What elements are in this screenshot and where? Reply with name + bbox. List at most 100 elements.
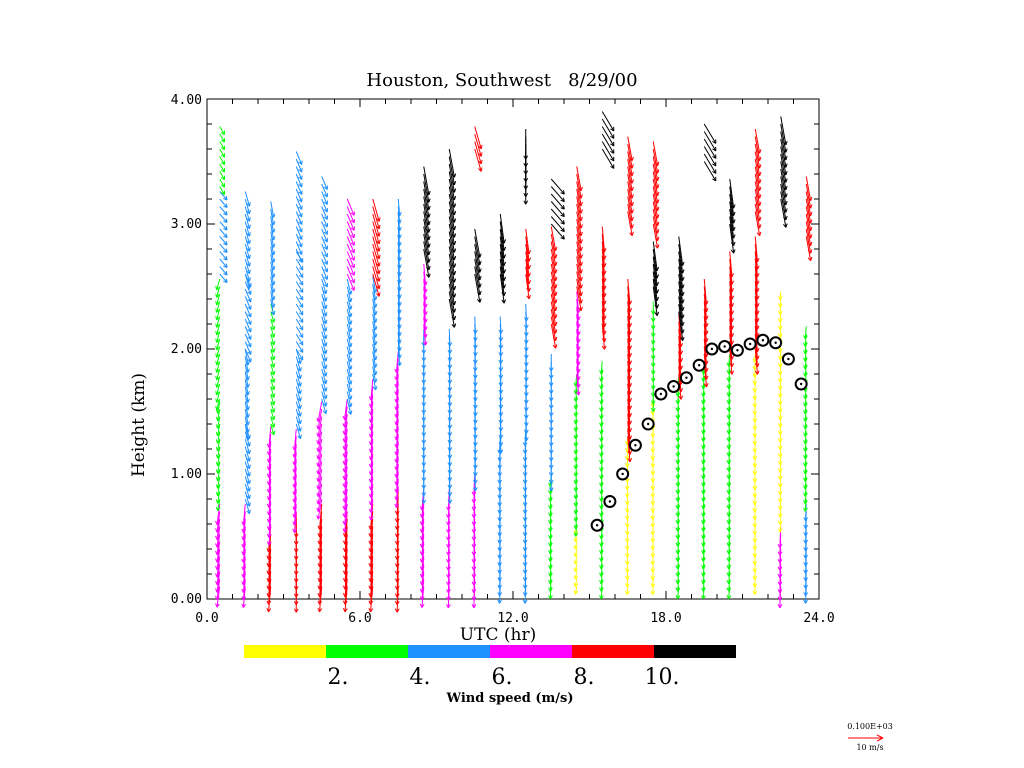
wind-vector xyxy=(650,511,656,520)
mixing-height-point xyxy=(718,340,732,353)
wind-vector xyxy=(548,586,553,600)
wind-vector xyxy=(346,251,356,269)
wind-vector xyxy=(368,556,374,583)
wind-vector xyxy=(754,181,762,207)
wind-vector xyxy=(215,548,221,570)
wind-vector xyxy=(752,481,758,490)
wind-vector xyxy=(550,178,565,195)
wind-vector xyxy=(244,348,250,366)
wind-vector xyxy=(599,428,604,442)
wind-vector xyxy=(550,323,558,349)
wind-vector xyxy=(219,178,226,188)
wind-vector xyxy=(752,496,758,505)
wind-vector xyxy=(474,273,482,303)
x-tick-label: 24.0 xyxy=(803,611,834,626)
wind-vector xyxy=(754,281,760,308)
wind-vector xyxy=(215,278,221,291)
wind-vector xyxy=(368,526,374,553)
wind-vector xyxy=(675,428,681,442)
wind-vector xyxy=(573,433,579,447)
wind-vector xyxy=(650,563,656,573)
wind-vector xyxy=(678,288,685,319)
wind-vector xyxy=(550,271,558,297)
wind-vector xyxy=(346,266,356,284)
wind-vector xyxy=(372,358,378,376)
wind-vector xyxy=(752,578,758,588)
wind-vector xyxy=(342,451,348,473)
wind-vector xyxy=(576,188,583,214)
wind-vector xyxy=(372,206,381,230)
wind-vector xyxy=(342,526,348,553)
wind-vector xyxy=(754,333,760,360)
wind-vector xyxy=(342,406,348,428)
wind-vector xyxy=(321,353,328,370)
wind-vector xyxy=(652,141,660,167)
wind-vector xyxy=(754,236,760,263)
wind-vector xyxy=(346,398,353,415)
wind-vector xyxy=(803,491,808,505)
wind-vector xyxy=(321,266,329,280)
wind-vector xyxy=(650,301,656,315)
wind-vector xyxy=(244,296,252,310)
reference-vector-arrow xyxy=(848,734,884,742)
wind-vector xyxy=(448,186,457,216)
wind-vector xyxy=(270,363,276,376)
wind-vector xyxy=(317,533,323,560)
wind-vector xyxy=(752,383,758,393)
wind-vector xyxy=(675,406,681,420)
wind-vector xyxy=(321,278,328,295)
wind-vector xyxy=(423,233,431,263)
wind-vector xyxy=(803,363,808,377)
wind-vector xyxy=(701,466,706,480)
wind-vector xyxy=(321,376,328,392)
wind-vector xyxy=(650,586,656,595)
wind-vector xyxy=(448,178,457,208)
wind-vector xyxy=(599,571,604,585)
wind-vector xyxy=(627,188,634,214)
wind-vector xyxy=(372,221,381,245)
wind-vector xyxy=(346,308,353,325)
wind-vector xyxy=(321,316,328,332)
wind-vector xyxy=(244,311,252,325)
colorbar-tick-label: 8. xyxy=(574,665,595,690)
wind-vector xyxy=(266,548,272,575)
wind-vector xyxy=(295,188,303,203)
wind-vector xyxy=(525,258,531,285)
wind-vector xyxy=(295,386,302,402)
wind-vector xyxy=(752,548,758,558)
wind-vector xyxy=(701,391,706,405)
wind-vector xyxy=(270,208,276,226)
wind-vector xyxy=(215,316,221,328)
wind-vector xyxy=(777,381,783,390)
wind-vector xyxy=(474,251,482,281)
wind-vector xyxy=(423,218,431,248)
wind-vector xyxy=(573,556,579,565)
wind-vector xyxy=(342,436,348,458)
wind-vector xyxy=(317,586,323,613)
wind-vector xyxy=(701,406,706,420)
wind-vector xyxy=(726,556,732,570)
wind-vector xyxy=(777,366,783,375)
wind-vector xyxy=(701,368,706,382)
wind-vector xyxy=(729,223,736,254)
wind-vector xyxy=(652,171,660,197)
wind-vector xyxy=(346,228,356,246)
wind-vector xyxy=(780,183,788,213)
wind-vector xyxy=(573,586,579,595)
wind-vector xyxy=(675,398,681,412)
mixing-height-point xyxy=(667,380,681,393)
wind-vector xyxy=(372,283,378,301)
wind-vector xyxy=(368,541,374,568)
wind-vector xyxy=(752,413,758,423)
wind-vector xyxy=(270,423,276,436)
wind-vector xyxy=(219,273,228,283)
wind-vector xyxy=(729,216,736,246)
wind-vector xyxy=(295,226,303,240)
wind-vector xyxy=(215,518,221,540)
wind-vector xyxy=(624,503,630,513)
wind-vector xyxy=(550,193,565,210)
wind-vector xyxy=(270,253,276,271)
wind-vector xyxy=(601,126,615,147)
wind-vector xyxy=(525,273,531,300)
wind-vector xyxy=(368,563,374,590)
